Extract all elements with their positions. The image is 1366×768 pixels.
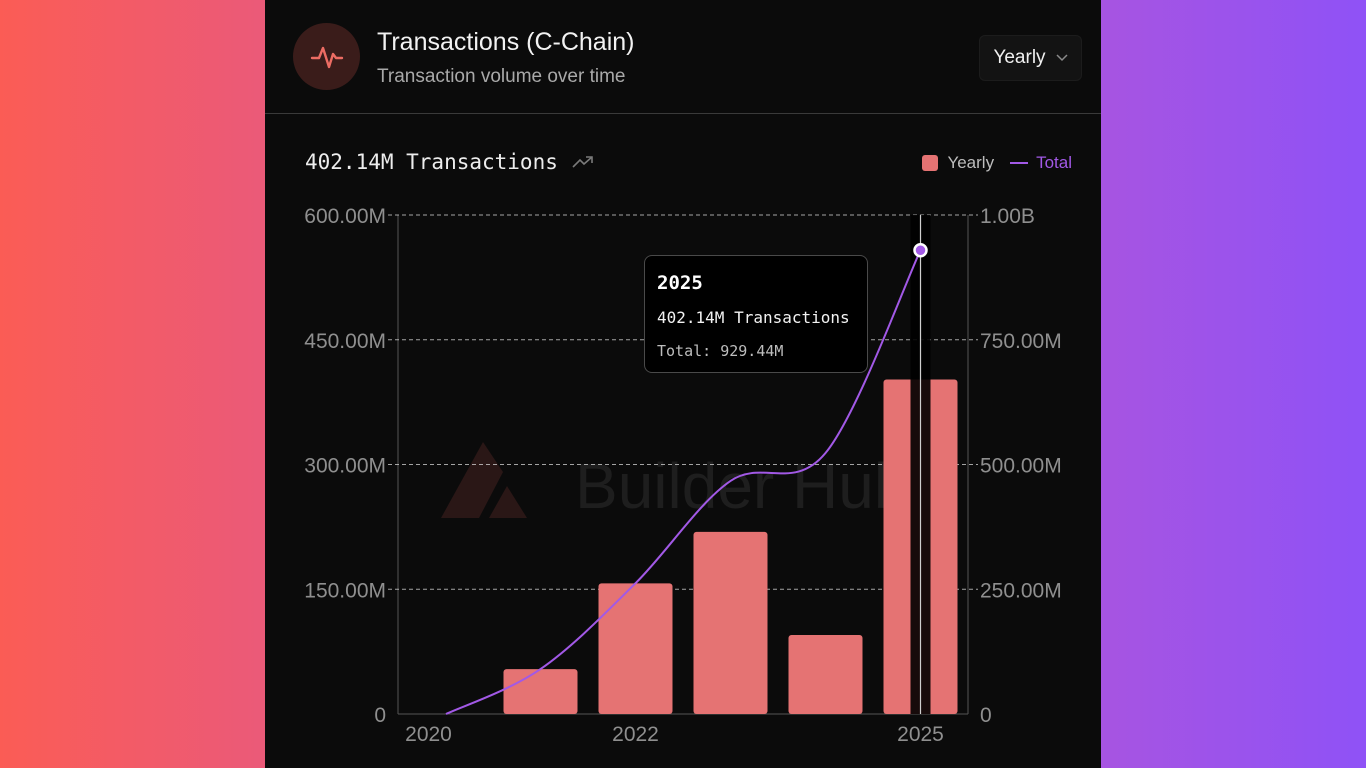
period-select[interactable]: Yearly	[979, 35, 1082, 81]
card-header: Transactions (C-Chain) Transaction volum…	[265, 0, 1101, 114]
y-right-tick-label: 1.00B	[980, 205, 1035, 228]
activity-pulse-icon	[293, 23, 360, 90]
summary-value: 402.14M Transactions	[305, 150, 558, 174]
trending-up-icon	[572, 156, 593, 168]
summary-stat: 402.14M Transactions	[305, 150, 594, 174]
legend-yearly-label[interactable]: Yearly	[947, 153, 995, 172]
tooltip-value: 402.14M Transactions	[657, 308, 850, 327]
y-right-tick-label: 0	[980, 704, 992, 727]
legend-total-label[interactable]: Total	[1036, 153, 1072, 172]
tooltip-year: 2025	[657, 272, 703, 294]
y-left-tick-label: 0	[374, 704, 386, 727]
y-left-tick-label: 300.00M	[304, 455, 386, 478]
legend-yearly-swatch	[922, 155, 939, 171]
watermark-text: Builder Hub	[575, 450, 909, 522]
legend-total-swatch	[1010, 162, 1029, 164]
x-tick-label: 2022	[612, 723, 659, 746]
bar-2024	[788, 634, 863, 714]
watermark: Builder Hub	[441, 442, 909, 522]
period-select-value: Yearly	[993, 47, 1046, 68]
y-left-tick-label: 450.00M	[304, 330, 386, 353]
y-left-tick-label: 150.00M	[304, 579, 386, 602]
y-left-tick-label: 600.00M	[304, 205, 386, 228]
chart-tooltip: 2025 402.14M Transactions Total: 929.44M	[644, 255, 868, 373]
bar-2021	[503, 669, 578, 714]
x-tick-label: 2020	[405, 723, 452, 746]
total-line	[445, 249, 922, 715]
chart-card: Transactions (C-Chain) Transaction volum…	[265, 0, 1101, 768]
page-title: Transactions (C-Chain)	[377, 28, 635, 56]
x-tick-label: 2025	[897, 723, 944, 746]
chevron-down-icon	[1056, 54, 1068, 62]
chart-legend: Yearly Total	[922, 153, 1072, 173]
bar-2023	[693, 531, 768, 714]
tooltip-total: Total: 929.44M	[657, 342, 784, 360]
bar-2022	[598, 583, 673, 714]
total-point-highlight	[913, 242, 928, 258]
y-right-tick-label: 250.00M	[980, 579, 1062, 602]
chart-plot: Builder Hub 0 150.00M 300.00M 450.00M 600.00…	[304, 205, 1062, 746]
page-subtitle: Transaction volume over time	[377, 66, 626, 87]
y-right-tick-label: 750.00M	[980, 330, 1062, 353]
y-right-tick-label: 500.00M	[980, 455, 1062, 478]
